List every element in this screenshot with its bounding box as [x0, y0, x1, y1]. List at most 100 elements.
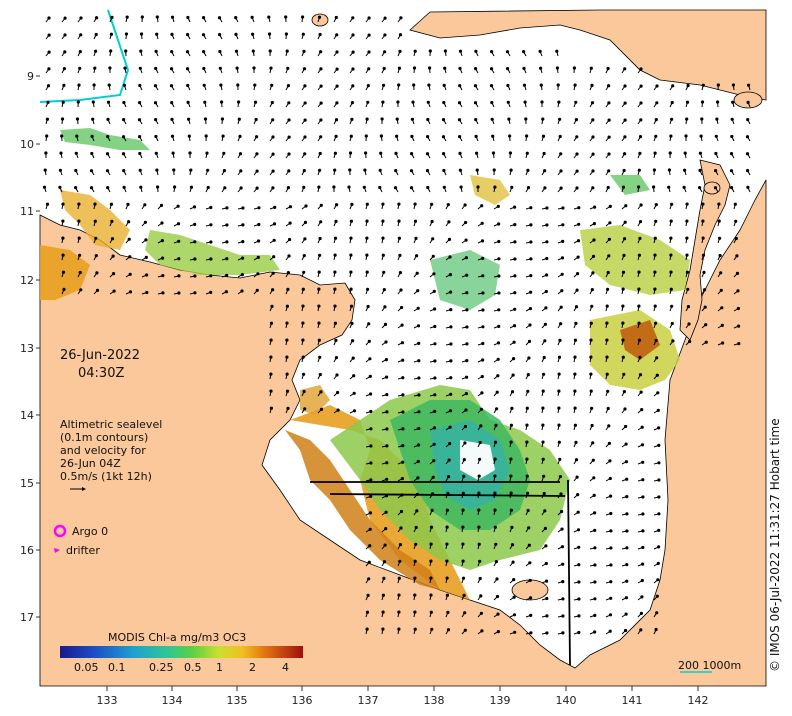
velocity-arrow-head — [622, 372, 626, 376]
velocity-arrow-head — [543, 526, 548, 531]
velocity-arrow-head — [431, 475, 435, 479]
velocity-arrow-head — [413, 559, 417, 563]
velocity-arrow-head — [735, 254, 739, 258]
velocity-arrow-head — [94, 49, 98, 53]
velocity-arrow-head — [269, 321, 274, 325]
velocity-arrow-head — [442, 185, 446, 189]
velocity-arrow-head — [653, 236, 657, 240]
velocity-arrow-head — [170, 134, 175, 138]
velocity-arrow-head — [558, 117, 562, 121]
velocity-arrow-head — [477, 508, 481, 512]
velocity-arrow-head — [382, 270, 386, 274]
velocity-arrow-head — [401, 410, 405, 414]
velocity-arrow-head — [625, 579, 629, 583]
velocity-arrow-head — [491, 134, 495, 138]
velocity-arrow-head — [186, 33, 190, 37]
velocity-arrow-head — [654, 203, 658, 207]
velocity-arrow-head — [425, 152, 430, 156]
velocity-arrow-head — [318, 168, 322, 172]
velocity-arrow-head — [273, 205, 277, 209]
velocity-arrow-head — [525, 151, 529, 155]
velocity-arrow-head — [47, 67, 51, 71]
velocity-arrow-head — [529, 206, 533, 210]
velocity-arrow-head — [319, 101, 323, 105]
velocity-arrow-head — [58, 168, 63, 172]
velocity-arrow-head — [458, 135, 462, 139]
velocity-arrow-head — [493, 457, 497, 461]
velocity-arrow-head — [75, 134, 79, 138]
velocity-arrow-head — [430, 627, 434, 631]
velocity-arrow-head — [637, 270, 641, 274]
velocity-arrow-head — [653, 304, 657, 308]
velocity-arrow-head — [512, 324, 517, 328]
velocity-arrow-head — [93, 219, 97, 223]
velocity-arrow-head — [287, 118, 291, 122]
velocity-arrow-head — [621, 185, 626, 189]
velocity-arrow-head — [624, 596, 629, 600]
velocity-arrow-head — [412, 83, 416, 87]
velocity-arrow-head — [154, 118, 158, 122]
velocity-arrow-head — [350, 202, 354, 206]
velocity-arrow-head — [399, 288, 403, 292]
velocity-arrow-head — [382, 83, 386, 87]
velocity-arrow-head — [481, 291, 485, 295]
velocity-arrow-head — [351, 16, 355, 20]
velocity-arrow-head — [385, 444, 389, 448]
velocity-arrow-head — [225, 240, 229, 244]
velocity-arrow-head — [397, 83, 401, 87]
velocity-arrow-head — [272, 255, 276, 259]
velocity-arrow-head — [560, 272, 564, 276]
velocity-arrow-head — [590, 406, 594, 410]
velocity-arrow-head — [303, 152, 307, 156]
velocity-arrow-head — [480, 204, 484, 208]
velocity-arrow-head — [657, 426, 661, 430]
velocity-arrow-head — [623, 220, 627, 224]
velocity-arrow-head — [106, 135, 110, 139]
velocity-arrow-head — [302, 169, 306, 173]
velocity-arrow-head — [205, 151, 209, 155]
velocity-arrow-head — [78, 270, 82, 275]
velocity-arrow-head — [545, 206, 549, 210]
velocity-arrow-head — [733, 202, 737, 206]
velocity-arrow-head — [441, 118, 446, 122]
velocity-arrow-head — [608, 204, 612, 208]
velocity-arrow-head — [623, 67, 627, 71]
velocity-arrow-head — [557, 440, 561, 444]
velocity-arrow-head — [397, 202, 401, 206]
velocity-arrow-head — [638, 355, 642, 359]
velocity-arrow-head — [301, 15, 305, 19]
velocity-arrow-head — [285, 355, 289, 359]
velocity-arrow-head — [110, 237, 115, 241]
velocity-arrow-head — [489, 67, 494, 71]
velocity-arrow-head — [397, 593, 401, 597]
velocity-arrow-head — [397, 627, 401, 631]
velocity-arrow-head — [464, 392, 468, 396]
velocity-arrow-head — [254, 117, 258, 122]
velocity-arrow-head — [490, 50, 494, 54]
velocity-arrow-head — [286, 271, 290, 275]
velocity-arrow-head — [589, 321, 593, 325]
velocity-arrow-head — [161, 291, 165, 295]
scale-bar-label: 200 1000m — [678, 659, 742, 672]
velocity-arrow-head — [701, 253, 706, 257]
velocity-arrow-head — [478, 559, 482, 563]
velocity-arrow-head — [558, 134, 562, 139]
velocity-arrow-head — [398, 271, 402, 275]
velocity-arrow-head — [607, 118, 611, 122]
velocity-arrow-head — [363, 168, 367, 172]
velocity-arrow-head — [76, 100, 80, 104]
velocity-arrow-head — [285, 338, 289, 342]
velocity-arrow-head — [513, 205, 517, 209]
velocity-arrow-head — [288, 205, 292, 209]
velocity-arrow-head — [384, 358, 388, 362]
velocity-arrow-head — [218, 33, 222, 37]
velocity-arrow-head — [589, 66, 593, 70]
velocity-arrow-head — [413, 593, 417, 597]
velocity-arrow-head — [479, 594, 483, 598]
velocity-arrow-head — [593, 205, 597, 209]
velocity-arrow-head — [369, 427, 373, 431]
velocity-arrow-head — [542, 372, 546, 376]
velocity-arrow-head — [461, 491, 465, 495]
velocity-arrow-head — [445, 593, 449, 597]
velocity-arrow-head — [61, 270, 66, 274]
